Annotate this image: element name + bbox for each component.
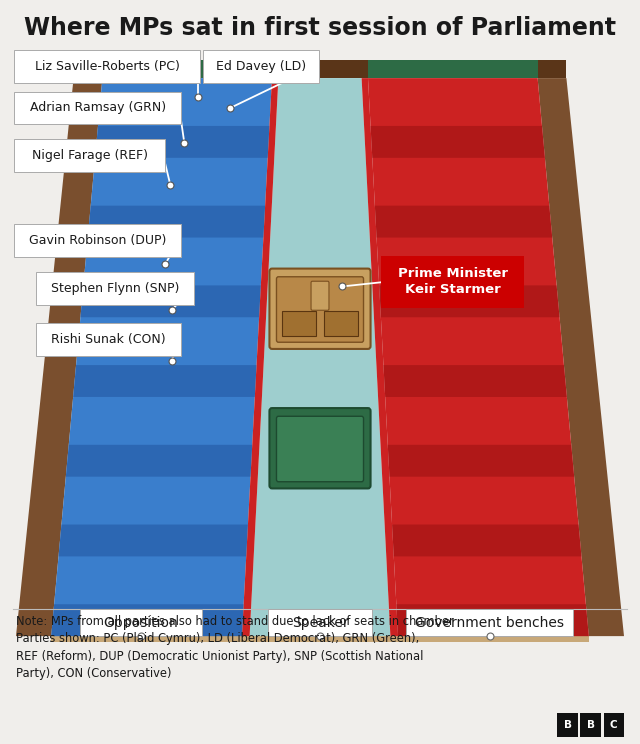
Text: B: B <box>564 720 572 731</box>
Polygon shape <box>368 78 589 636</box>
Polygon shape <box>383 365 567 397</box>
Text: Speaker: Speaker <box>292 616 348 629</box>
Text: B: B <box>587 720 595 731</box>
Text: Prime Minister
Keir Starmer: Prime Minister Keir Starmer <box>398 268 508 296</box>
Polygon shape <box>538 78 624 636</box>
FancyBboxPatch shape <box>282 311 316 336</box>
Text: C: C <box>610 720 618 731</box>
FancyBboxPatch shape <box>80 609 202 636</box>
Text: Stephen Flynn (SNP): Stephen Flynn (SNP) <box>51 282 179 295</box>
FancyBboxPatch shape <box>269 408 371 488</box>
Polygon shape <box>66 445 252 477</box>
Polygon shape <box>58 525 248 557</box>
Polygon shape <box>16 78 102 636</box>
Polygon shape <box>74 60 566 78</box>
Text: Rishi Sunak (CON): Rishi Sunak (CON) <box>51 333 166 346</box>
Polygon shape <box>51 78 272 636</box>
Text: Adrian Ramsay (GRN): Adrian Ramsay (GRN) <box>29 101 166 115</box>
Polygon shape <box>396 604 589 636</box>
Polygon shape <box>250 78 390 636</box>
Text: Where MPs sat in first session of Parliament: Where MPs sat in first session of Parlia… <box>24 16 616 40</box>
FancyBboxPatch shape <box>381 256 524 308</box>
Polygon shape <box>371 126 545 158</box>
FancyBboxPatch shape <box>203 50 319 83</box>
Polygon shape <box>51 604 244 636</box>
Text: Nigel Farage (REF): Nigel Farage (REF) <box>31 149 148 162</box>
FancyBboxPatch shape <box>269 609 371 636</box>
Text: Note: MPs from all parties also had to stand due to lack of seats in chamber
Par: Note: MPs from all parties also had to s… <box>16 615 454 680</box>
Polygon shape <box>81 286 261 317</box>
FancyBboxPatch shape <box>14 224 181 257</box>
Polygon shape <box>73 365 257 397</box>
Polygon shape <box>88 205 265 237</box>
Polygon shape <box>392 525 582 557</box>
FancyBboxPatch shape <box>269 269 371 349</box>
Text: Gavin Robinson (DUP): Gavin Robinson (DUP) <box>29 234 166 247</box>
Polygon shape <box>242 78 278 636</box>
FancyBboxPatch shape <box>406 609 573 636</box>
Text: Ed Davey (LD): Ed Davey (LD) <box>216 60 306 73</box>
FancyBboxPatch shape <box>324 311 358 336</box>
FancyBboxPatch shape <box>276 416 364 482</box>
Polygon shape <box>102 60 272 78</box>
Polygon shape <box>375 205 552 237</box>
FancyBboxPatch shape <box>580 713 601 737</box>
Polygon shape <box>379 286 559 317</box>
FancyBboxPatch shape <box>14 92 181 124</box>
Polygon shape <box>362 78 398 636</box>
FancyBboxPatch shape <box>311 281 329 310</box>
FancyBboxPatch shape <box>604 713 624 737</box>
Polygon shape <box>368 60 538 78</box>
Polygon shape <box>388 445 574 477</box>
Polygon shape <box>51 636 589 642</box>
FancyBboxPatch shape <box>36 323 181 356</box>
Text: Opposition: Opposition <box>104 616 178 629</box>
FancyBboxPatch shape <box>557 713 578 737</box>
FancyBboxPatch shape <box>36 272 194 305</box>
Text: Government benches: Government benches <box>415 616 564 629</box>
Polygon shape <box>95 126 269 158</box>
Text: Liz Saville-Roberts (PC): Liz Saville-Roberts (PC) <box>35 60 180 73</box>
FancyBboxPatch shape <box>14 139 165 172</box>
FancyBboxPatch shape <box>14 50 200 83</box>
FancyBboxPatch shape <box>276 277 364 342</box>
